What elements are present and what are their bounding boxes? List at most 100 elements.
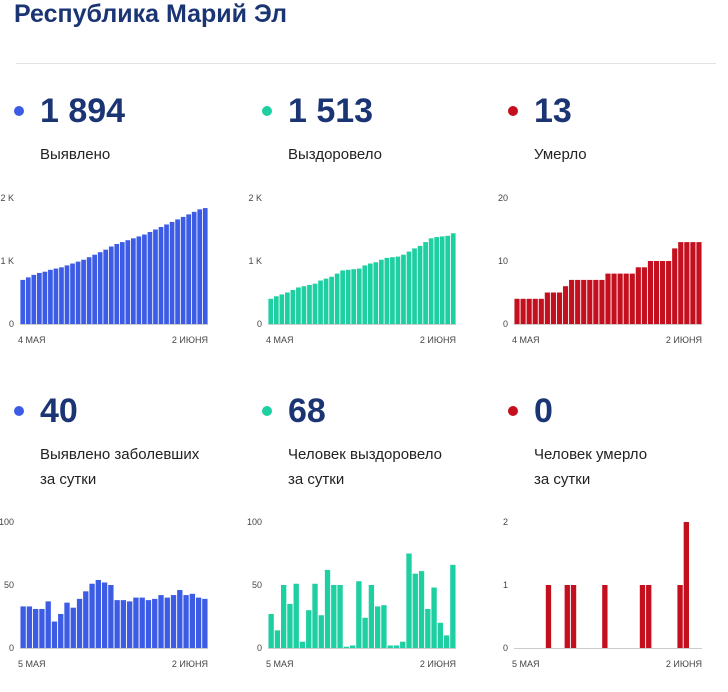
bar: [345, 269, 351, 324]
bar: [153, 229, 158, 324]
bar: [133, 597, 139, 648]
bar: [83, 591, 89, 648]
bar: [119, 242, 125, 324]
bar: [418, 571, 425, 648]
header-divider: [16, 63, 716, 64]
bar: [285, 292, 290, 324]
bar: [70, 263, 75, 324]
bar-chart: 0 50 100 5 МАЯ 2 ИЮНЯ: [0, 517, 208, 669]
y-tick-label: 2 K: [248, 193, 262, 203]
bar: [202, 208, 208, 324]
bar: [381, 605, 387, 648]
bar: [412, 248, 417, 324]
bar: [175, 219, 180, 324]
bar: [406, 251, 412, 324]
bar: [331, 585, 337, 648]
y-tick-label: 0: [9, 643, 14, 653]
bar: [142, 234, 147, 324]
bar: [406, 553, 412, 648]
bar: [550, 292, 556, 324]
stat-label-line: Выздоровело: [288, 146, 383, 163]
bar: [48, 269, 53, 324]
y-tick-label: 50: [252, 580, 262, 590]
bar: [526, 298, 532, 324]
y-tick-label: 1 K: [0, 256, 14, 266]
bar: [296, 287, 301, 324]
y-tick-label: 1: [503, 580, 508, 590]
bar: [37, 272, 42, 324]
bar: [97, 252, 103, 324]
stat-label-line: Человек выздоровело: [288, 446, 442, 463]
bar: [268, 298, 274, 324]
bar: [375, 606, 381, 648]
bar: [293, 583, 299, 648]
bar: [312, 283, 318, 324]
bar: [556, 292, 563, 324]
bar: [653, 261, 660, 324]
y-tick-label: 2 K: [0, 193, 14, 203]
bar: [393, 645, 400, 648]
stat-value: 13: [534, 92, 572, 130]
bar: [337, 585, 343, 648]
bar: [587, 279, 593, 324]
legend-dot-icon: [508, 106, 518, 116]
stat-label-line: Человек умерло: [534, 446, 648, 463]
bar: [696, 242, 702, 324]
legend-dot-icon: [14, 406, 24, 416]
bar: [384, 257, 390, 324]
bar: [108, 246, 114, 324]
bar: [437, 622, 443, 648]
y-tick-label: 100: [247, 517, 262, 527]
stat-panel-detected: 1 894 Выявлено 0 1 K 2 K 4 МАЯ 2 ИЮНЯ: [0, 92, 236, 392]
bar: [26, 606, 33, 648]
bar: [64, 602, 70, 648]
bar: [290, 289, 296, 324]
bar: [611, 273, 617, 324]
bar: [191, 211, 197, 324]
bar: [605, 273, 611, 324]
stat-value: 40: [40, 392, 78, 430]
bar: [329, 276, 334, 324]
bar: [425, 608, 431, 648]
bar: [136, 236, 142, 324]
bar: [683, 522, 689, 648]
bar: [334, 273, 340, 324]
bar: [629, 273, 635, 324]
bar: [570, 585, 577, 648]
stat-panel-daily-deaths: 0 Человек умерло за сутки 0 1 2 5 МАЯ 2 ИЮНЯ: [503, 392, 728, 692]
x-tick-label: 4 МАЯ: [18, 335, 46, 345]
legend-dot-icon: [14, 106, 24, 116]
stat-value: 1 513: [288, 92, 374, 130]
bar: [86, 257, 92, 324]
bar: [569, 279, 575, 324]
bar: [180, 216, 186, 324]
bar: [145, 600, 152, 648]
y-tick-label: 0: [257, 319, 262, 329]
bar: [81, 259, 86, 324]
bar: [368, 585, 375, 648]
y-tick-label: 10: [498, 256, 508, 266]
stat-panel-daily-detected: 40 Выявлено заболевших за сутки 0 50 100 5 МАЯ…: [0, 392, 236, 692]
bar: [20, 606, 26, 648]
y-tick-label: 100: [0, 517, 14, 527]
stat-value: 0: [534, 392, 553, 430]
bar: [362, 617, 368, 648]
bar: [177, 590, 183, 648]
bar: [170, 595, 177, 648]
bar: [273, 296, 279, 324]
bar: [274, 630, 281, 648]
bar: [660, 261, 666, 324]
bar: [306, 610, 312, 648]
bar: [428, 238, 434, 324]
bar: [108, 585, 114, 648]
bar: [287, 603, 293, 648]
bar: [169, 221, 175, 324]
bar: [139, 597, 145, 648]
bar: [356, 581, 362, 648]
legend-dot-icon: [508, 406, 518, 416]
y-tick-label: 0: [9, 319, 14, 329]
stat-label-line: Выявлено: [40, 146, 111, 163]
bar: [127, 601, 133, 648]
legend-dot-icon: [262, 406, 272, 416]
bar: [395, 256, 401, 324]
